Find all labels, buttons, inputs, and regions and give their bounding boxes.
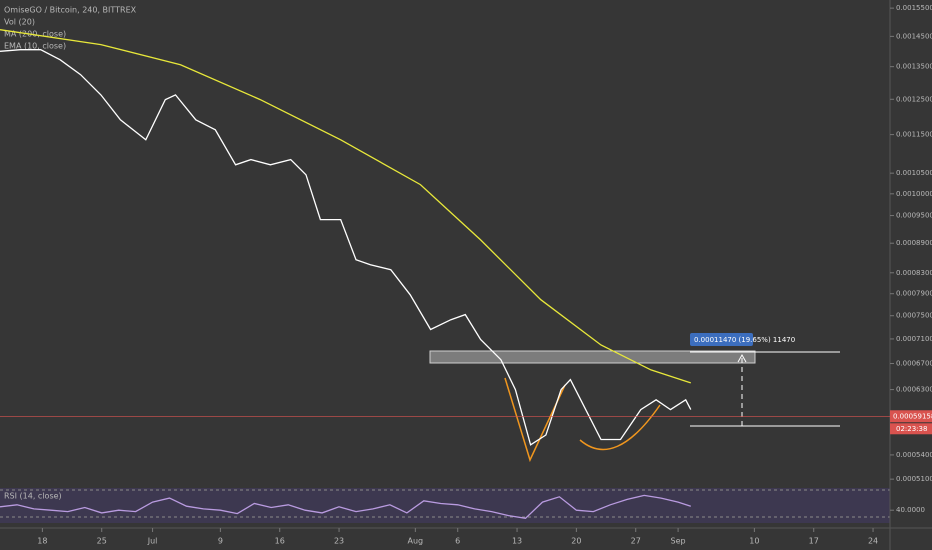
countdown-box [890,423,932,435]
x-tick-label: 27 [631,537,641,546]
x-tick-label: Sep [671,537,686,546]
x-tick-label: 25 [97,537,107,546]
countdown-label: 02:23:38 [896,425,927,433]
measure-label-box [690,333,753,346]
rsi-pane [0,488,890,523]
x-tick-label: 24 [868,537,878,546]
last-price-box [890,410,932,423]
y-tick-label: 0.00051000 [896,475,932,483]
legend-entry: MA (200, close) [4,30,66,39]
series-line [0,494,691,519]
x-tick-label: Aug [408,537,424,546]
x-tick-label: 23 [334,537,344,546]
y-tick-label: 40.0000 [896,506,925,514]
measure-arrowhead [737,353,747,363]
legend-entry: Vol (20) [4,18,35,27]
pattern-drawing [579,404,661,451]
x-tick-label: 9 [218,537,223,546]
resistance-zone [429,350,756,364]
chart-title: OmiseGO / Bitcoin, 240, BITTREX [4,6,137,15]
series-line [0,29,692,384]
legend-entry: EMA (10, close) [4,42,66,51]
measure-label: 0.00011470 (19.65%) 11470 [694,336,795,344]
last-price-label: 0.00059158 [893,412,932,420]
x-tick-label: 17 [809,537,819,546]
x-tick-label: 20 [571,537,581,546]
x-tick-label: 10 [749,537,759,546]
x-tick-label: 13 [512,537,522,546]
legend-entry: RSI (14, close) [4,492,62,501]
x-tick-label: 18 [37,537,47,546]
pattern-drawing [504,377,566,463]
x-tick-label: Jul [147,537,158,546]
x-tick-label: 6 [455,537,460,546]
series-line [0,49,692,446]
x-tick-label: 16 [275,537,285,546]
